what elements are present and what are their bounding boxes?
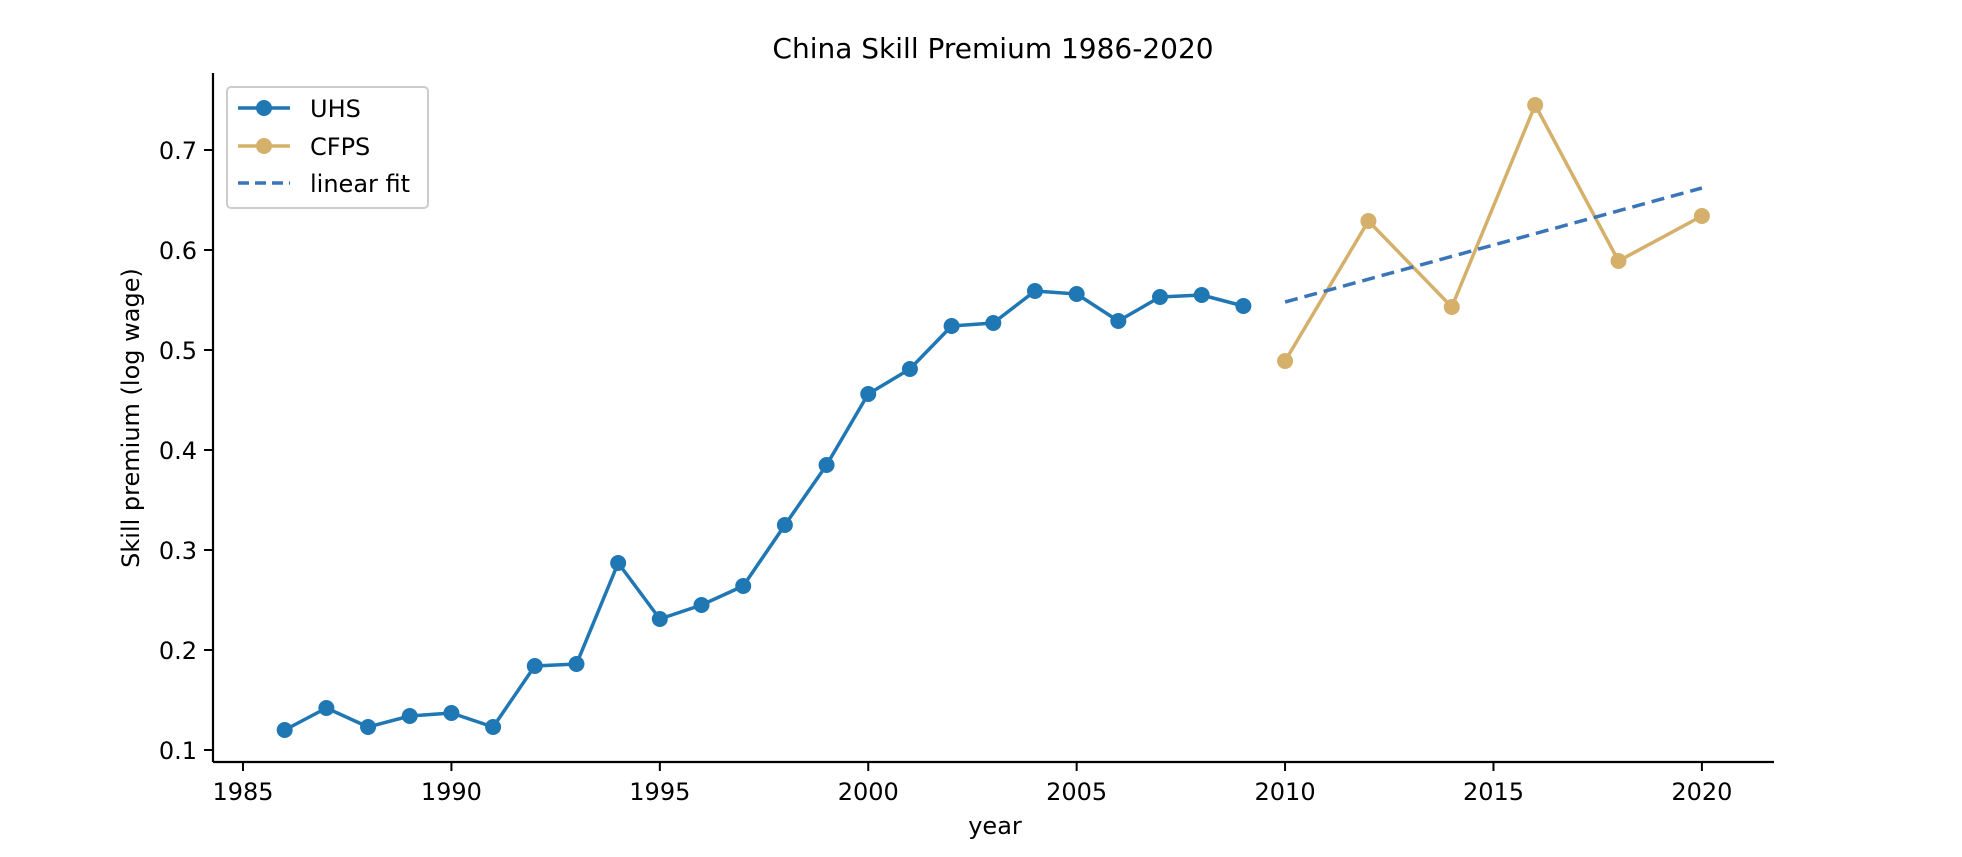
x-tick-label: 1990 (421, 778, 482, 806)
uhs-line (283, 289, 1244, 732)
y-tick-label: 0.1 (159, 737, 197, 765)
uhs-data-point (318, 700, 335, 716)
uhs-data-point (818, 457, 835, 473)
x-axis-label: year (968, 812, 1022, 840)
series-linear-fit (1284, 186, 1703, 304)
uhs-data-point (651, 611, 668, 627)
cfps-marker-icon (256, 138, 272, 154)
cfps-data-point (1610, 253, 1627, 269)
y-axis-label: Skill premium (log wage) (117, 268, 145, 568)
uhs-data-point (1110, 313, 1127, 329)
x-tick-label: 2020 (1671, 778, 1732, 806)
y-tick-label: 0.5 (159, 337, 197, 365)
y-tick-label: 0.2 (159, 637, 197, 665)
uhs-data-point (276, 722, 293, 738)
uhs-data-point (693, 597, 710, 613)
uhs-data-point (735, 578, 752, 594)
uhs-data-point (443, 705, 460, 721)
uhs-data-point (1235, 298, 1252, 314)
legend-label-uhs: UHS (310, 95, 361, 123)
legend-label-cfps: CFPS (310, 133, 370, 161)
series-cfps (1277, 97, 1710, 369)
x-tick-label: 2015 (1463, 778, 1524, 806)
uhs-data-point (1193, 287, 1210, 303)
plot-area (276, 97, 1710, 738)
uhs-data-point (485, 719, 502, 735)
x-tick-label: 1995 (629, 778, 690, 806)
y-tick-label: 0.4 (159, 437, 197, 465)
uhs-data-point (776, 517, 793, 533)
x-tick-label: 2000 (838, 778, 899, 806)
uhs-marker-icon (256, 100, 272, 116)
series-uhs (276, 283, 1252, 738)
x-tick-label: 2010 (1255, 778, 1316, 806)
uhs-data-point (860, 386, 877, 402)
legend: UHS CFPS linear fit (226, 86, 429, 209)
legend-frame (226, 86, 429, 209)
y-tick-label: 0.7 (159, 137, 197, 165)
linear-fit-line (1284, 186, 1703, 304)
y-tick-label: 0.3 (159, 537, 197, 565)
legend-item-linear-fit: linear fit (238, 170, 410, 198)
axes: 1985 1990 1995 2000 2005 2010 2015 2020 0.1 0.2 0.… (159, 73, 1774, 806)
uhs-data-point (985, 315, 1002, 331)
cfps-data-point (1277, 353, 1294, 369)
uhs-data-point (568, 656, 585, 672)
x-tick-label: 1985 (212, 778, 273, 806)
uhs-data-point (360, 719, 377, 735)
uhs-data-point (610, 555, 627, 571)
legend-item-cfps: CFPS (238, 133, 370, 161)
cfps-data-point (1527, 97, 1544, 113)
cfps-data-point (1693, 208, 1710, 224)
legend-item-uhs: UHS (238, 95, 361, 123)
uhs-data-point (401, 708, 418, 724)
cfps-line (1283, 103, 1703, 362)
cfps-data-point (1443, 299, 1460, 315)
uhs-data-point (1026, 283, 1043, 299)
uhs-data-point (1068, 286, 1085, 302)
uhs-data-point (901, 361, 918, 377)
x-tick-label: 2005 (1046, 778, 1107, 806)
cfps-data-point (1360, 213, 1377, 229)
uhs-data-point (1152, 289, 1169, 305)
uhs-data-point (526, 658, 543, 674)
chart-title: China Skill Premium 1986-2020 (772, 32, 1213, 65)
y-tick-label: 0.6 (159, 237, 197, 265)
uhs-data-point (943, 318, 960, 334)
legend-label-linear-fit: linear fit (310, 170, 410, 198)
